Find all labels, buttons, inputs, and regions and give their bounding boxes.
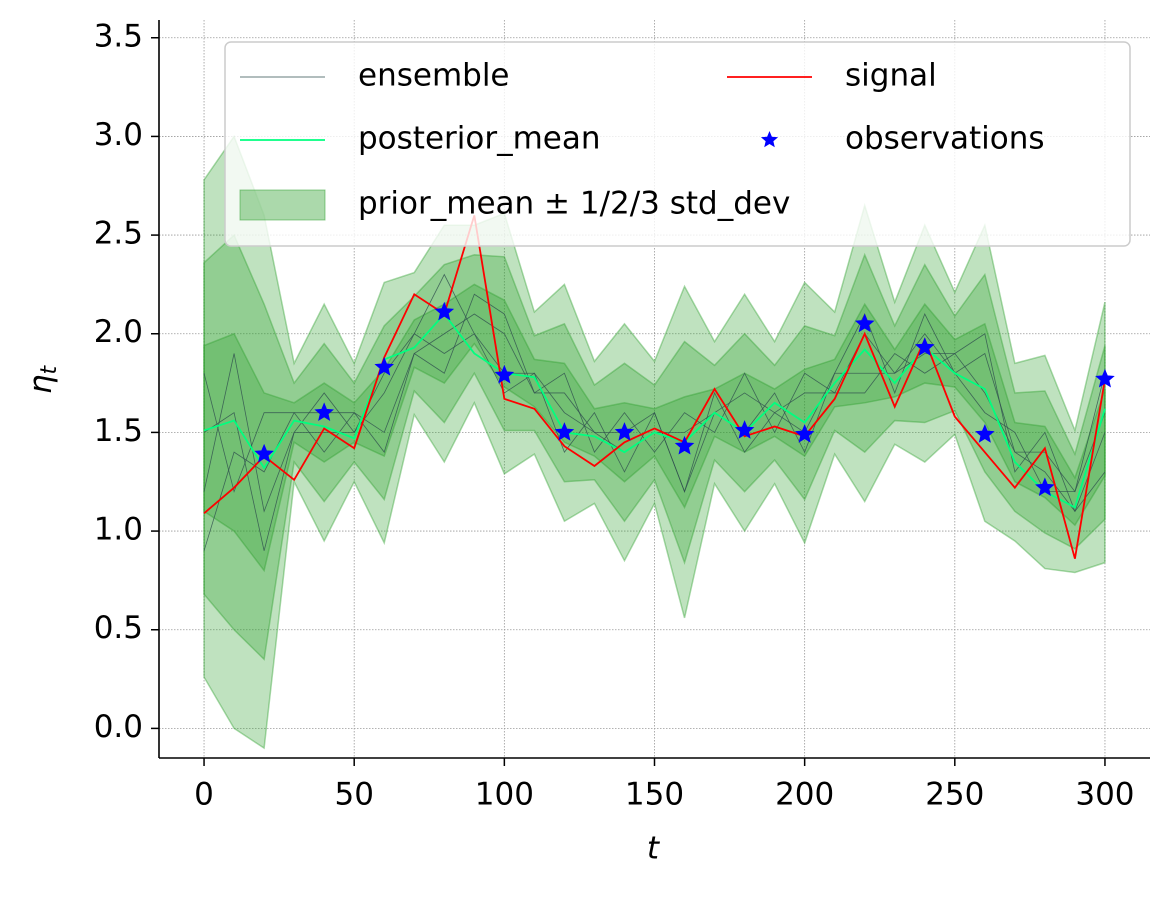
- legend: ensemble signal posterior_mean observations…: [224, 41, 1131, 247]
- y-tick-label: 3.5: [94, 18, 143, 54]
- y-tick-label: 0.0: [94, 709, 143, 745]
- legend-label: signal: [845, 58, 937, 94]
- x-tick-label: 200: [775, 777, 834, 813]
- x-tick-label: 50: [334, 777, 373, 813]
- legend-swatch: [760, 131, 779, 148]
- legend-box: [224, 41, 1131, 247]
- y-tick-label: 1.5: [94, 413, 143, 449]
- observation: [374, 356, 395, 376]
- x-axis-label: t: [647, 831, 661, 867]
- y-axis-label: ηt: [23, 364, 63, 394]
- observation: [674, 435, 695, 455]
- observation: [794, 424, 815, 443]
- x-tick-label: 300: [1075, 777, 1134, 813]
- y-label-base: η: [23, 374, 59, 394]
- observation: [314, 402, 334, 422]
- legend-swatch: [239, 189, 326, 221]
- observation: [734, 420, 755, 439]
- x-tick-label: 100: [475, 777, 534, 813]
- y-tick-label: 2.0: [94, 314, 143, 350]
- x-tick-label: 0: [194, 777, 214, 813]
- line-0: [203, 312, 1106, 509]
- legend-label: prior_mean ± 1/2/3 std_dev: [358, 186, 790, 222]
- x-tick-label: 250: [925, 777, 984, 813]
- observation: [434, 301, 455, 321]
- legend-label: observations: [845, 121, 1045, 157]
- ticks: 0.0 0.5 1.0 1.5 2.0 2.5 3.0 3.5 0 50 100 150 200 250 3…: [94, 18, 1135, 812]
- observation: [554, 422, 575, 441]
- x-tick-label: 150: [625, 777, 684, 813]
- y-label-sub: t: [37, 364, 62, 374]
- y-tick-label: 1.0: [94, 512, 143, 548]
- ensemble-line: [203, 333, 1106, 551]
- plot-area: [203, 134, 1115, 750]
- observation: [975, 424, 995, 443]
- y-tick-label: 0.5: [94, 610, 143, 646]
- legend-label: ensemble: [358, 58, 510, 94]
- observation: [614, 422, 635, 441]
- std-band: [203, 233, 1106, 661]
- observation: [254, 443, 274, 463]
- observation: [494, 364, 515, 384]
- observation: [854, 313, 875, 333]
- y-tick-label: 3.0: [94, 117, 143, 153]
- observation: [914, 337, 935, 356]
- line-1: [203, 215, 1106, 559]
- y-tick-label: 2.5: [94, 216, 143, 252]
- observation: [1095, 368, 1115, 388]
- observation: [1035, 477, 1055, 496]
- legend-label: posterior_mean: [358, 121, 601, 157]
